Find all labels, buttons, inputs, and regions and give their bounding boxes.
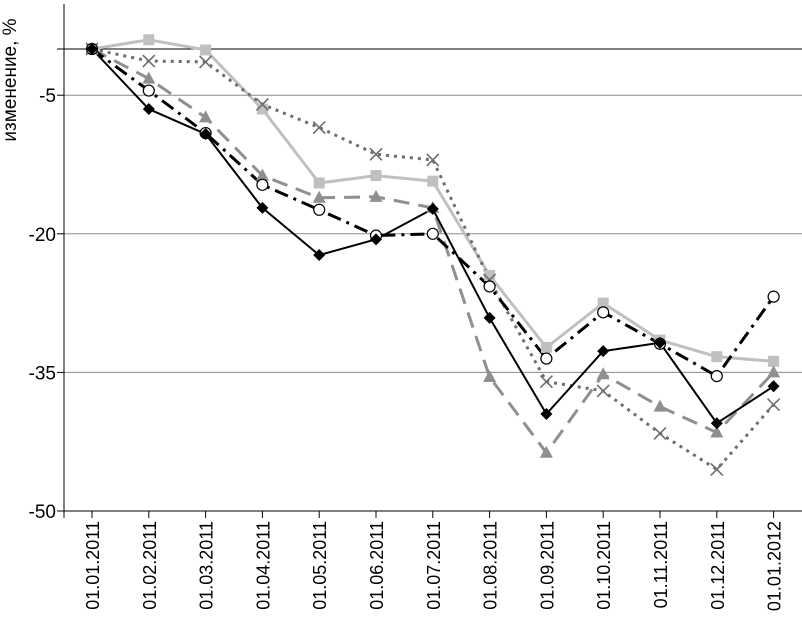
data-point (426, 202, 439, 215)
x-tick-label: 01.05.2011 (310, 521, 330, 610)
data-point (255, 97, 269, 112)
data-point (597, 345, 610, 358)
data-point (710, 417, 723, 430)
data-point (710, 462, 724, 476)
data-point (142, 71, 156, 84)
data-point (256, 103, 268, 115)
data-point (596, 367, 610, 380)
data-point (143, 34, 155, 46)
data-point (597, 306, 610, 319)
data-point (767, 380, 780, 393)
x-tick-label: 01.01.2011 (83, 521, 103, 610)
x-tick-label: 01.03.2011 (197, 521, 217, 610)
y-tick-labels: -5 -20 -35 -50 (29, 86, 56, 523)
series-lines (91, 38, 775, 471)
y-tick-label: -50 (29, 502, 56, 523)
x-tick-label: 01.04.2011 (253, 521, 273, 610)
data-point (426, 153, 440, 167)
data-point (313, 249, 326, 262)
data-point (483, 311, 496, 324)
x-tick-label: 01.12.2011 (708, 521, 728, 610)
data-point (540, 407, 553, 420)
data-point (370, 170, 382, 182)
data-point (539, 375, 553, 389)
data-point (369, 147, 383, 161)
data-point (653, 426, 667, 440)
data-point (256, 201, 269, 214)
data-point (313, 177, 325, 189)
x-tick-label: 01.11.2011 (651, 521, 671, 608)
x-tick-label: 01.07.2011 (424, 521, 444, 610)
data-point (200, 44, 212, 56)
data-point (484, 269, 496, 281)
x-tick-label: 01.08.2011 (481, 521, 501, 610)
data-point (199, 55, 213, 69)
data-point (312, 120, 326, 135)
x-tick-labels: 01.01.2011 01.02.2011 01.03.2011 01.04.2011… (83, 521, 785, 611)
data-point (710, 425, 724, 438)
y-axis-label: изменение, % (0, 18, 21, 141)
data-point (767, 398, 781, 412)
data-point (369, 189, 383, 202)
data-point (256, 178, 269, 191)
series-line-1 (91, 38, 774, 363)
x-tick-label: 01.09.2011 (537, 521, 557, 610)
data-point (597, 297, 609, 309)
data-point (86, 43, 98, 55)
data-point (653, 399, 667, 412)
series-line-2 (91, 47, 775, 471)
x-tick-label: 01.10.2011 (594, 521, 614, 610)
data-point (654, 336, 666, 349)
data-point (767, 290, 780, 303)
series-markers (85, 34, 781, 476)
data-point (427, 175, 439, 187)
data-point (142, 103, 155, 116)
y-tick-label: -5 (39, 86, 56, 107)
data-point (199, 110, 213, 123)
data-point (483, 280, 496, 293)
data-point (313, 203, 326, 216)
data-point (255, 168, 269, 181)
y-tick-label: -35 (29, 363, 56, 384)
data-point (142, 54, 156, 68)
data-point (539, 445, 553, 458)
x-tick-label: 01.06.2011 (367, 521, 387, 610)
series-line-3 (91, 47, 775, 455)
data-point (142, 84, 155, 97)
axes (57, 4, 802, 518)
data-point (540, 341, 552, 353)
data-point (199, 128, 212, 141)
y-tick-label: -20 (29, 225, 56, 246)
data-point (540, 352, 553, 365)
data-point (711, 351, 723, 363)
data-point (483, 370, 497, 383)
data-point (767, 365, 781, 378)
data-point (596, 384, 610, 398)
x-tick-label: 01.02.2011 (140, 521, 160, 610)
x-tick-label: 01.01.2012 (765, 521, 785, 611)
data-point (426, 227, 439, 240)
data-point (312, 190, 326, 203)
data-point (768, 355, 780, 367)
data-point (710, 369, 723, 383)
data-point (370, 233, 382, 246)
